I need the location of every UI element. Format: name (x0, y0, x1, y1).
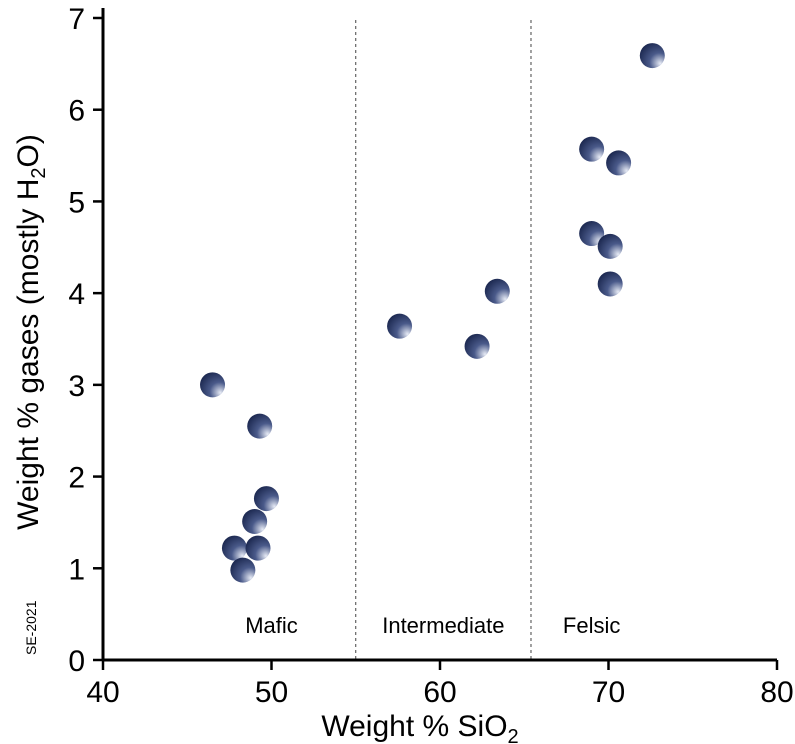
region-label: Mafic (245, 613, 298, 638)
x-axis-title: Weight % SiO2 (321, 710, 518, 744)
data-point (639, 43, 665, 69)
tick-labels: 0 1 2 3 4 5 6 7 40 50 60 70 80 (68, 3, 793, 709)
data-point (200, 372, 226, 398)
data-point (464, 333, 490, 359)
region-label: Intermediate (382, 613, 504, 638)
data-point (230, 557, 256, 583)
data-point (245, 535, 271, 561)
data-point (387, 313, 413, 339)
credit-label: SE-2021 (23, 600, 39, 655)
data-point (579, 136, 605, 162)
axes (93, 8, 779, 670)
y-tick-label: 4 (68, 278, 85, 311)
x-tick-label: 50 (255, 676, 288, 709)
y-tick-label: 3 (68, 370, 85, 403)
data-point (579, 221, 605, 247)
data-points (200, 43, 665, 583)
data-point (242, 509, 268, 535)
x-tick-label: 80 (760, 676, 793, 709)
y-tick-label: 2 (68, 462, 85, 495)
data-point (253, 486, 279, 512)
region-dividers (355, 20, 532, 660)
y-axis-title: Weight % gases (mostly H2O) (12, 134, 50, 530)
data-point (597, 271, 623, 297)
x-tick-label: 70 (592, 676, 625, 709)
y-tick-label: 0 (68, 645, 85, 678)
x-tick-label: 60 (423, 676, 456, 709)
y-tick-label: 7 (68, 3, 85, 36)
data-point (221, 535, 247, 561)
region-labels: Mafic Intermediate Felsic (245, 613, 620, 638)
data-point (484, 278, 510, 304)
data-point (247, 413, 273, 439)
y-tick-label: 6 (68, 95, 85, 128)
data-point (606, 150, 632, 176)
y-tick-label: 1 (68, 553, 85, 586)
region-label: Felsic (563, 613, 620, 638)
data-point (597, 233, 623, 259)
y-tick-label: 5 (68, 186, 85, 219)
x-tick-label: 40 (86, 676, 119, 709)
